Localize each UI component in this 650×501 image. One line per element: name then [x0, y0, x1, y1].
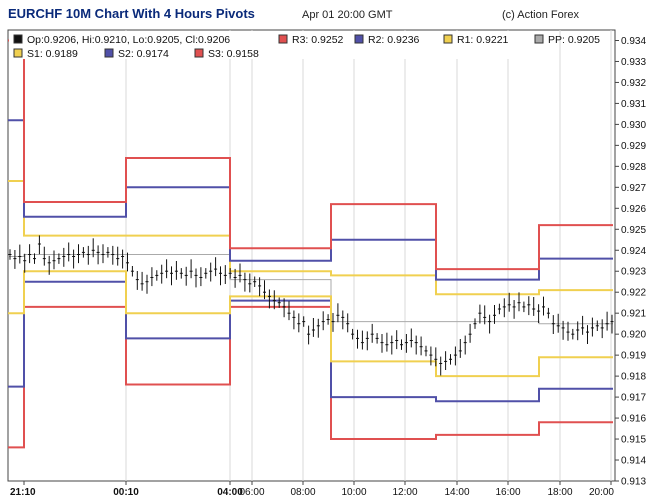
y-tick-label: 0.915: [621, 435, 646, 446]
x-tick-label: 08:00: [290, 487, 315, 498]
legend-swatch-r1: [443, 34, 453, 44]
y-tick-label: 0.933: [621, 57, 646, 68]
chart-subtitle: Apr 01 20:00 GMT: [302, 9, 393, 21]
y-tick-label: 0.931: [621, 99, 646, 110]
y-tick-label: 0.930: [621, 120, 646, 131]
grid: [125, 30, 612, 481]
legend-swatch-pp: [534, 34, 544, 44]
price-bars: [8, 235, 614, 376]
x-tick-label: 10:00: [341, 487, 366, 498]
x-tick-label: 16:00: [495, 487, 520, 498]
legend-label-ohlc: Op:0.9206, Hi:0.9210, Lo:0.9205, Cl:0.92…: [27, 34, 230, 46]
legend-label-r3: R3: 0.9252: [292, 34, 344, 46]
chart-credit: (c) Action Forex: [502, 9, 580, 21]
plot-frame: [7, 29, 616, 482]
legend-swatch-ohlc: [13, 34, 23, 44]
pivot-line-r1: [8, 180, 613, 296]
legend-swatch-s1: [13, 48, 23, 58]
x-tick-label: 21:10: [10, 487, 36, 498]
y-tick-label: 0.919: [621, 351, 646, 362]
x-tick-label: 14:00: [444, 487, 469, 498]
y-axis: 0.934 0.933 0.932 0.931 0.930 0.929 0.928 0.927…: [615, 36, 646, 488]
x-tick-label: 06:00: [239, 487, 264, 498]
chart-title: EURCHF 10M Chart With 4 Hours Pivots: [8, 6, 255, 21]
y-tick-label: 0.917: [621, 393, 646, 404]
legend-swatch-s2: [104, 48, 114, 58]
legend-swatch-r3: [278, 34, 288, 44]
y-tick-label: 0.921: [621, 309, 646, 320]
y-tick-label: 0.929: [621, 141, 646, 152]
y-tick-label: 0.924: [621, 246, 646, 257]
y-tick-label: 0.920: [621, 330, 646, 341]
legend-label-s2: S2: 0.9174: [118, 48, 169, 60]
pivot-line-s3: [8, 305, 613, 449]
pivot-line-s2: [8, 280, 613, 403]
y-tick-label: 0.926: [621, 204, 646, 215]
y-tick-label: 0.922: [621, 288, 646, 299]
y-tick-label: 0.928: [621, 162, 646, 173]
y-tick-label: 0.916: [621, 414, 646, 425]
y-tick-label: 0.913: [621, 477, 646, 488]
pivot-line-s1: [8, 270, 613, 378]
legend-label-r1: R1: 0.9221: [457, 34, 509, 46]
y-tick-label: 0.927: [621, 183, 646, 194]
pivot-line-r2: [8, 119, 613, 281]
x-tick-label: 00:10: [113, 487, 139, 498]
x-tick-label: 04:00: [217, 487, 243, 498]
legend-label-s1: S1: 0.9189: [27, 48, 78, 60]
x-tick-label: 12:00: [392, 487, 417, 498]
legend-label-s3: S3: 0.9158: [208, 48, 259, 60]
legend: Op:0.9206, Hi:0.9210, Lo:0.9205, Cl:0.92…: [9, 31, 600, 60]
pivot-lines: [8, 39, 613, 449]
y-tick-label: 0.925: [621, 225, 646, 236]
y-tick-label: 0.932: [621, 78, 646, 89]
x-tick-label: 18:00: [547, 487, 572, 498]
pivot-line-r3: [8, 39, 613, 271]
legend-swatch-s3: [194, 48, 204, 58]
y-tick-label: 0.918: [621, 372, 646, 383]
legend-swatch-r2: [354, 34, 364, 44]
y-tick-label: 0.934: [621, 36, 646, 47]
legend-label-r2: R2: 0.9236: [368, 34, 420, 46]
legend-label-pp: PP: 0.9205: [548, 34, 600, 46]
y-tick-label: 0.923: [621, 267, 646, 278]
y-tick-label: 0.914: [621, 456, 646, 467]
x-tick-label: 20:00: [589, 487, 614, 498]
